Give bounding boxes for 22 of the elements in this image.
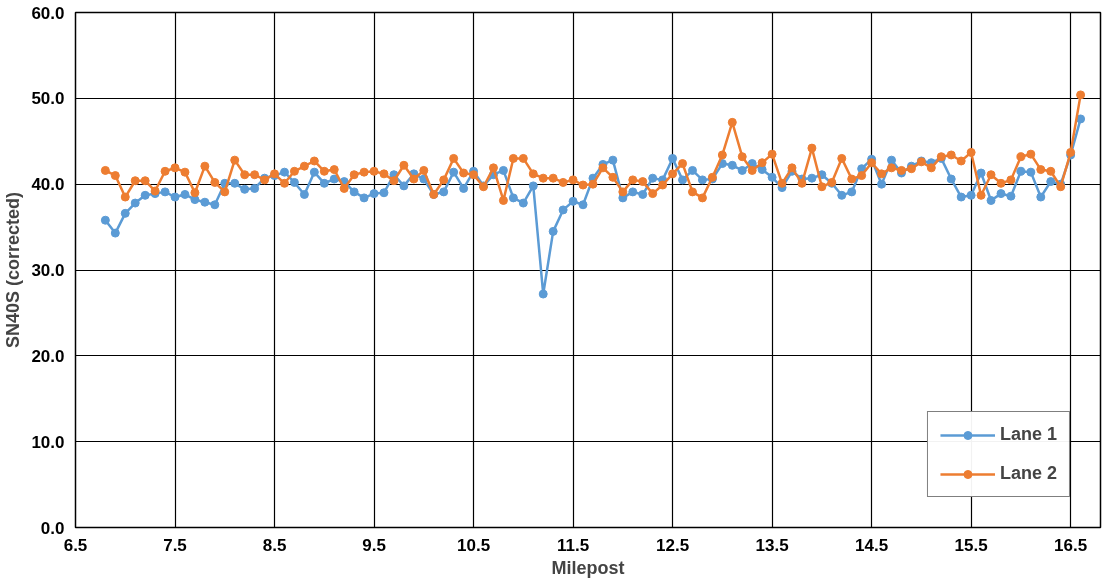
y-tick-label: 50.0: [31, 89, 65, 109]
x-tick-label: 14.5: [855, 535, 889, 555]
x-tick-label: 15.5: [954, 535, 988, 555]
y-tick-label: 30.0: [31, 261, 65, 280]
x-tick-label: 9.5: [362, 535, 386, 555]
y-tick-label: 20.0: [31, 346, 65, 366]
y-tick-label: 0.0: [40, 518, 65, 538]
x-tick-label: 7.5: [163, 535, 187, 555]
x-tick-label: 8.5: [262, 535, 287, 555]
x-tick-label: 12.5: [656, 535, 690, 555]
x-tick-label: 13.5: [755, 535, 789, 555]
x-axis-title: Milepost: [551, 557, 625, 578]
legend-label: Lane 2: [999, 463, 1057, 484]
x-tick-label: 10.5: [457, 535, 491, 555]
legend-label: Lane 1: [999, 424, 1057, 445]
y-tick-label: 40.0: [31, 175, 65, 195]
y-tick-label: 10.0: [31, 432, 65, 452]
x-tick-label: 16.5: [1054, 535, 1088, 555]
y-axis-title: SN40S (corrected): [3, 191, 24, 349]
x-tick-label: 6.5: [63, 535, 88, 555]
x-tick-label: 11.5: [557, 535, 590, 555]
y-tick-label: 60.0: [31, 3, 65, 23]
